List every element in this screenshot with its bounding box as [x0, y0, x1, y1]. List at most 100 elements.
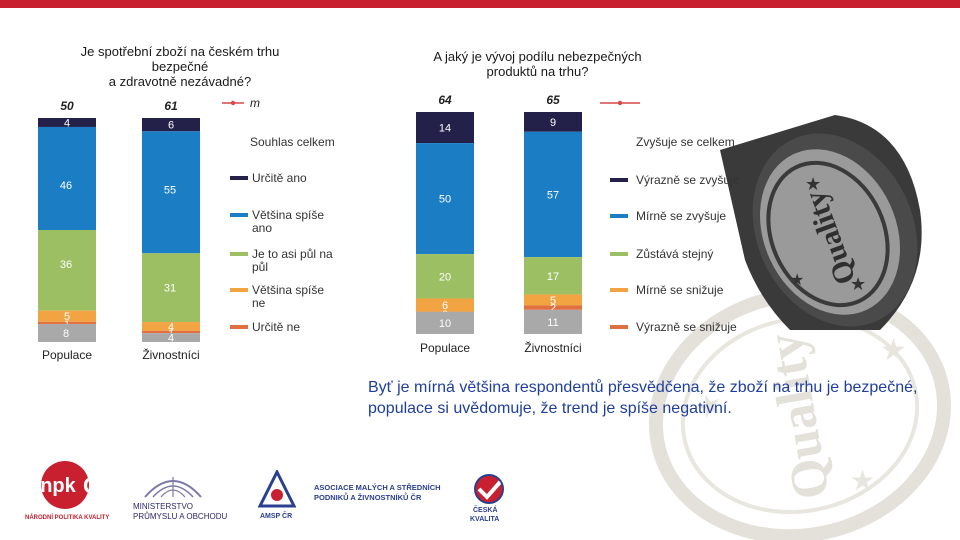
category-label: Živnostníci — [524, 340, 581, 355]
bar-segment — [38, 118, 96, 127]
legend-label: Určitě ano — [252, 171, 307, 185]
total-marker-label: m — [250, 96, 260, 110]
legend-label: Určitě ne — [252, 320, 300, 334]
bar-segment — [524, 112, 582, 132]
legend-swatch — [610, 288, 628, 292]
bar-value-label: 10 — [439, 318, 451, 330]
legend-label: Je to asi půl na půl — [252, 247, 333, 274]
bar-value-label: 8 — [63, 328, 69, 340]
amsp-name-line1: ASOCIACE MALÝCH A STŘEDNÍCH — [314, 483, 441, 492]
ceska-kvalita-line1: ČESKÁ — [473, 507, 498, 514]
ceska-kvalita-mark — [474, 474, 504, 504]
bar-segment — [524, 131, 582, 258]
bar-segment — [524, 294, 582, 306]
summary-caption: Byť je mírná většina respondentů přesvěd… — [368, 379, 918, 417]
bar-segment — [416, 298, 474, 312]
legend-total-label: Souhlas celkem — [250, 135, 335, 149]
total-label: 65 — [546, 93, 560, 107]
bar-value-label: 4 — [168, 333, 174, 345]
chart2-title: A jaký je vývoj podílu nebezpečných prod… — [433, 49, 642, 79]
bar-segment — [142, 131, 200, 254]
ceska-kvalita-logo: ČESKÁ KVALITA — [465, 473, 525, 528]
npk-logo: npk Q NÁRODNÍ POLITIKA KVALITY — [25, 459, 109, 523]
legend-total-label: Zvyšuje se celkem — [636, 135, 735, 149]
ministry-name-line2: PRŮMYSLU A OBCHODU — [133, 512, 228, 521]
bar-value-label: 4 — [64, 117, 70, 129]
svg-text:Q: Q — [83, 473, 100, 498]
bar-value-label: 14 — [439, 123, 451, 135]
bar-segment — [416, 143, 474, 255]
legend-swatch — [230, 213, 248, 217]
svg-text:★: ★ — [805, 174, 821, 194]
legend-label: Zůstává stejný — [636, 247, 713, 261]
total-marker-dot — [230, 100, 236, 106]
legend-swatch — [230, 252, 248, 256]
legend-swatch — [610, 178, 628, 182]
legend-label: Výrazně se snižuje — [636, 320, 737, 334]
top-accent-bar — [0, 0, 960, 8]
bar-value-label: 6 — [168, 120, 174, 132]
legend-swatch — [230, 325, 248, 329]
legend-swatch — [610, 325, 628, 329]
ceska-kvalita-line2: KVALITA — [470, 516, 500, 523]
amsp-emblem-icon — [257, 468, 297, 508]
amsp-logo: AMSP ČR ASOCIACE MALÝCH A STŘEDNÍCH PODN… — [257, 468, 458, 530]
legend-swatch — [610, 214, 628, 218]
bar-segment — [416, 311, 474, 334]
ministry-globe-icon — [144, 477, 202, 498]
bar-segment — [524, 309, 582, 334]
bar-value-label: 20 — [439, 271, 451, 283]
total-marker-dot — [617, 100, 623, 106]
bar-value-label: 17 — [547, 271, 559, 283]
legend-label: Mírně se zvyšuje — [636, 209, 726, 223]
bar-value-label: 50 — [439, 194, 451, 206]
bar-value-label: 2 — [550, 303, 556, 315]
bar-value-label: 5 — [64, 311, 70, 323]
bar-segment — [142, 333, 200, 342]
bar-value-label: 55 — [164, 184, 176, 196]
chart1-title: Je spotřební zboží na českém trhu bezpeč… — [80, 44, 280, 89]
npk-caption: NÁRODNÍ POLITIKA KVALITY — [25, 515, 110, 521]
bar-segment — [416, 112, 474, 144]
npk-logo-mark: npk Q — [40, 461, 100, 509]
bar-value-label: 5 — [550, 295, 556, 307]
legend-label: Většina spíše ano — [252, 208, 324, 235]
svg-text:★: ★ — [880, 334, 907, 367]
total-label: 61 — [164, 99, 178, 113]
bar-segment — [38, 321, 96, 325]
bar-segment — [142, 118, 200, 132]
legend-label: Mírně se snižuje — [636, 283, 724, 297]
svg-text:npk: npk — [40, 475, 76, 497]
legend-swatch — [230, 288, 248, 292]
legend-label: Výrazně se zvyšuje — [636, 173, 740, 187]
amsp-caption: AMSP ČR — [260, 513, 293, 520]
category-label: Populace — [42, 348, 92, 362]
category-label: Živnostníci — [142, 347, 199, 362]
svg-text:★: ★ — [790, 272, 804, 289]
bar-segment — [416, 254, 474, 299]
bar-segment — [38, 126, 96, 230]
category-label: Populace — [420, 341, 470, 355]
bar-segment — [38, 324, 96, 342]
bar-segment — [142, 330, 200, 334]
footer-logos: npk Q NÁRODNÍ POLITIKA KVALITY MINISTERS… — [0, 455, 960, 540]
bar-segment — [142, 253, 200, 323]
bar-segment — [524, 257, 582, 295]
svg-text:★: ★ — [850, 274, 866, 294]
bar-value-label: 36 — [60, 259, 72, 271]
svg-text:★: ★ — [850, 465, 875, 496]
total-label: 50 — [60, 99, 74, 113]
bar-segment — [38, 310, 96, 322]
total-label: 64 — [438, 93, 452, 107]
ministry-name-line1: MINISTERSTVO — [133, 502, 194, 511]
bar-segment — [524, 305, 582, 310]
legend-swatch — [610, 252, 628, 256]
bar-segment — [38, 230, 96, 311]
bar-value-label: 9 — [550, 117, 556, 129]
bar-value-label: 4 — [168, 321, 174, 333]
amsp-name-line2: PODNIKŮ A ŽIVNOSTNÍKŮ ČR — [314, 493, 422, 502]
bar-value-label: 46 — [60, 180, 72, 192]
